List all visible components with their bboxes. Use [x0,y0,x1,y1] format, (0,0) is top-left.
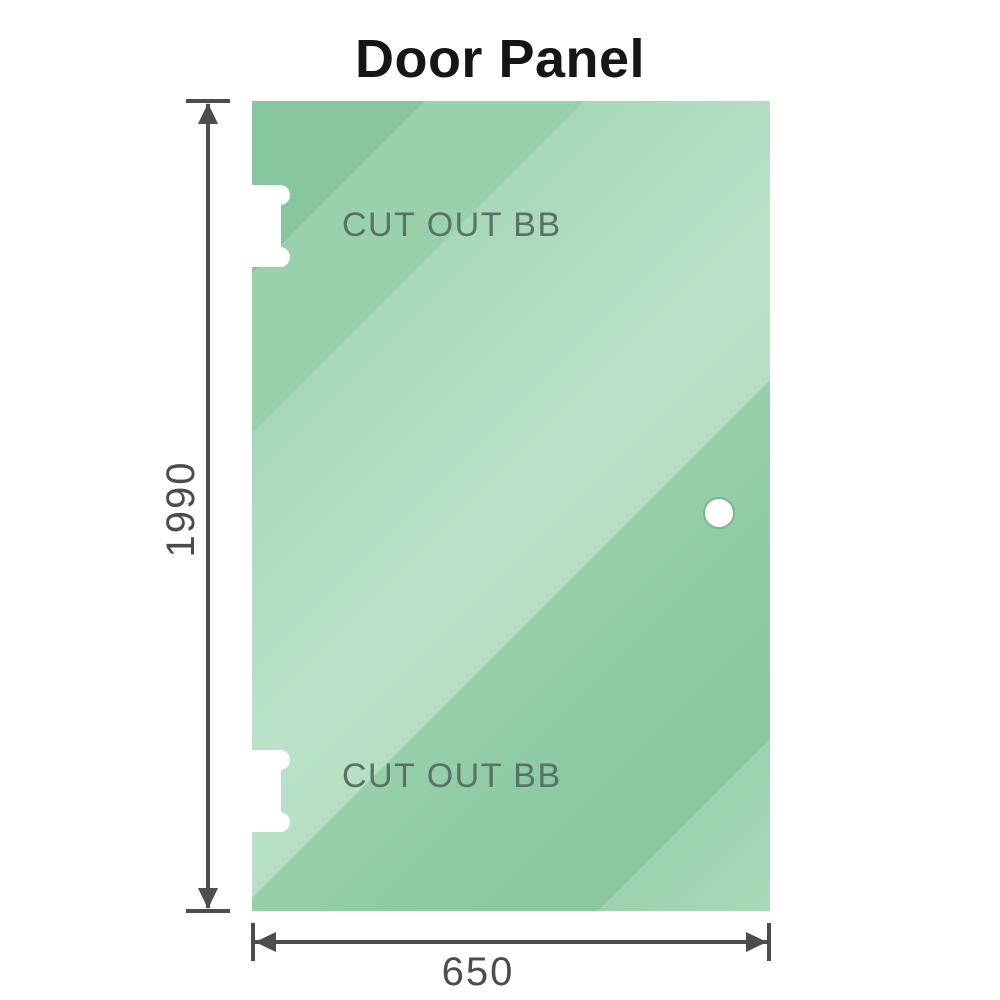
cutout-label-top: CUT OUT BB [342,206,562,244]
hinge-cutout-bottom-icon [252,750,290,832]
glass-panel: CUT OUT BB CUT OUT BB [252,101,770,911]
cutout-label-bottom: CUT OUT BB [342,757,562,795]
page-title: Door Panel [354,29,646,89]
hinge-cutout-top-icon [252,185,290,267]
height-dimension-label: 1990 [159,460,203,558]
arrow-up-icon [198,103,218,124]
width-dimension-label: 650 [441,950,515,994]
arrow-right-icon [746,932,767,952]
handle-hole [703,497,735,529]
arrow-left-icon [255,932,276,952]
arrow-down-icon [198,888,218,909]
